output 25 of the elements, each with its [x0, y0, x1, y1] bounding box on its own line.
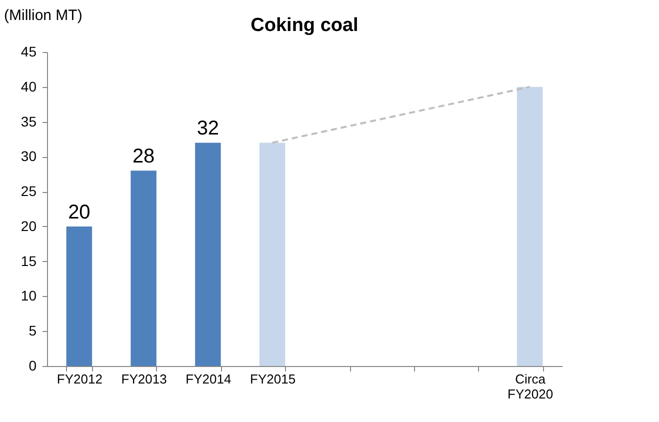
x-tick-label: FY2014	[186, 372, 232, 386]
x-tick-label: FY2013	[121, 372, 167, 386]
y-axis-title: (Million MT)	[4, 7, 82, 24]
data-label: 32	[196, 118, 220, 140]
y-tick-label: 15	[20, 252, 37, 269]
y-tick-label: 45	[20, 44, 37, 60]
bar	[516, 86, 543, 366]
y-tick-label: 30	[20, 148, 37, 164]
y-tick-label: 25	[20, 183, 37, 200]
x-tick-label: Circa FY2020	[508, 372, 554, 402]
y-tick-label: 20	[20, 218, 37, 234]
bar	[66, 226, 92, 366]
chart-title: Coking coal	[250, 15, 358, 36]
bar	[259, 142, 286, 366]
bar	[130, 170, 156, 366]
bar	[195, 142, 221, 366]
y-tick-label: 0	[28, 358, 37, 374]
y-tick-label: 40	[20, 78, 37, 94]
data-label: 28	[132, 146, 155, 168]
data-label: 20	[68, 201, 90, 224]
x-tick-label: FY2015	[250, 372, 296, 386]
y-tick-label: 35	[20, 113, 37, 130]
y-tick-label: 10	[20, 288, 37, 304]
y-tick-label: 5	[28, 322, 37, 339]
x-tick-label: FY2012	[56, 372, 102, 386]
